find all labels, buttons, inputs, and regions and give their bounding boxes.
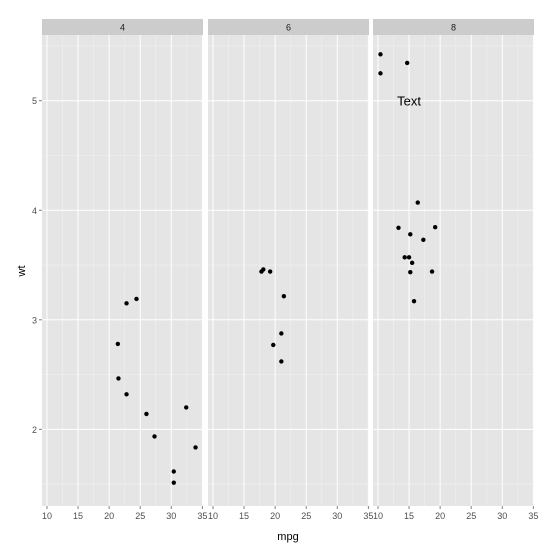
annotation-text: Text (397, 94, 421, 109)
panel-background (42, 35, 203, 506)
panel-background (373, 35, 534, 506)
x-tick-label: 10 (42, 511, 52, 521)
data-point (193, 445, 198, 450)
data-point (271, 342, 276, 348)
x-tick-label: 20 (104, 511, 114, 521)
data-point (406, 255, 412, 260)
data-point (171, 469, 176, 474)
y-tick-label: 3 (32, 315, 37, 325)
x-tick-label: 25 (301, 511, 311, 521)
x-tick-label: 35 (528, 511, 538, 521)
data-point (279, 331, 284, 336)
facet-panel-6: 6 (208, 19, 369, 506)
data-point (184, 405, 189, 410)
data-point (124, 301, 129, 306)
x-tick-label: 30 (332, 511, 342, 521)
facet-strip (208, 19, 369, 35)
x-tick-label: 35 (363, 511, 373, 521)
data-point (404, 60, 410, 66)
facet-strip (42, 19, 203, 35)
facet-strip (373, 19, 534, 35)
y-tick-label: 2 (32, 425, 37, 435)
y-axis-title: wt (16, 266, 28, 278)
x-tick-label: 25 (135, 511, 145, 521)
data-point (281, 294, 287, 299)
x-tick-label: 30 (166, 511, 176, 521)
data-point (267, 269, 273, 274)
facet-strip-label: 8 (451, 23, 456, 33)
y-tick-label: 5 (32, 96, 37, 106)
data-point (144, 411, 149, 417)
data-point (115, 341, 121, 347)
data-point (408, 232, 413, 237)
x-tick-label: 30 (497, 511, 507, 521)
x-tick-label: 10 (373, 511, 383, 521)
data-point (396, 225, 401, 230)
data-point (259, 269, 264, 274)
data-point (409, 260, 415, 266)
data-point (124, 392, 129, 397)
facet-strip-label: 4 (120, 23, 125, 33)
x-tick-label: 25 (466, 511, 476, 521)
x-tick-label: 15 (404, 511, 414, 521)
data-point (429, 269, 435, 274)
facet-panels: 4 6 8 Text (42, 19, 534, 506)
x-axis-4: 10 15 20 25 30 35 (42, 506, 207, 521)
y-axis: 2 3 4 5 (32, 96, 42, 435)
x-tick-label: 20 (270, 511, 280, 521)
data-point (411, 298, 417, 304)
data-point (152, 434, 157, 439)
data-point (279, 359, 284, 364)
x-tick-label: 20 (435, 511, 445, 521)
x-tick-label: 15 (73, 511, 83, 521)
data-point (378, 71, 383, 76)
x-tick-label: 10 (208, 511, 218, 521)
panel-background (208, 35, 369, 506)
x-tick-label: 35 (197, 511, 207, 521)
data-point (408, 269, 413, 275)
facet-panel-8: 8 Text (373, 19, 534, 506)
y-tick-label: 4 (32, 206, 37, 216)
data-point (421, 237, 426, 243)
data-point (116, 376, 121, 381)
data-point (415, 200, 420, 205)
x-axis-8: 10 15 20 25 30 35 (373, 506, 538, 521)
data-point (134, 296, 139, 302)
x-tick-label: 15 (239, 511, 249, 521)
x-axis-title: mpg (277, 531, 298, 543)
x-axes: 10 15 20 25 30 35 10 15 20 25 30 35 10 15 20 25 30 35 (42, 506, 538, 521)
data-point (432, 225, 438, 230)
facet-panel-4: 4 (42, 19, 203, 506)
x-axis-6: 10 15 20 25 30 35 (208, 506, 373, 521)
data-point (378, 52, 383, 57)
facet-strip-label: 6 (286, 23, 291, 33)
data-point (171, 480, 176, 485)
data-point (402, 255, 407, 260)
